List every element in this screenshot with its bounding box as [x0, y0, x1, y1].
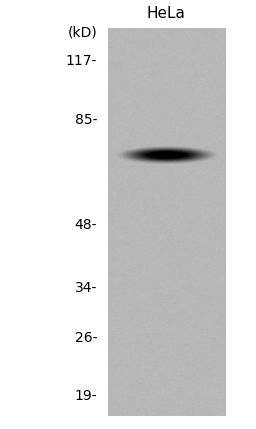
Text: 48-: 48-: [75, 218, 97, 232]
Text: 85-: 85-: [75, 113, 97, 127]
Text: (kD): (kD): [68, 26, 97, 40]
Text: 26-: 26-: [75, 331, 97, 345]
Text: 34-: 34-: [75, 281, 97, 296]
Text: 19-: 19-: [75, 389, 97, 403]
Text: HeLa: HeLa: [147, 6, 186, 21]
Text: 117-: 117-: [66, 54, 97, 68]
